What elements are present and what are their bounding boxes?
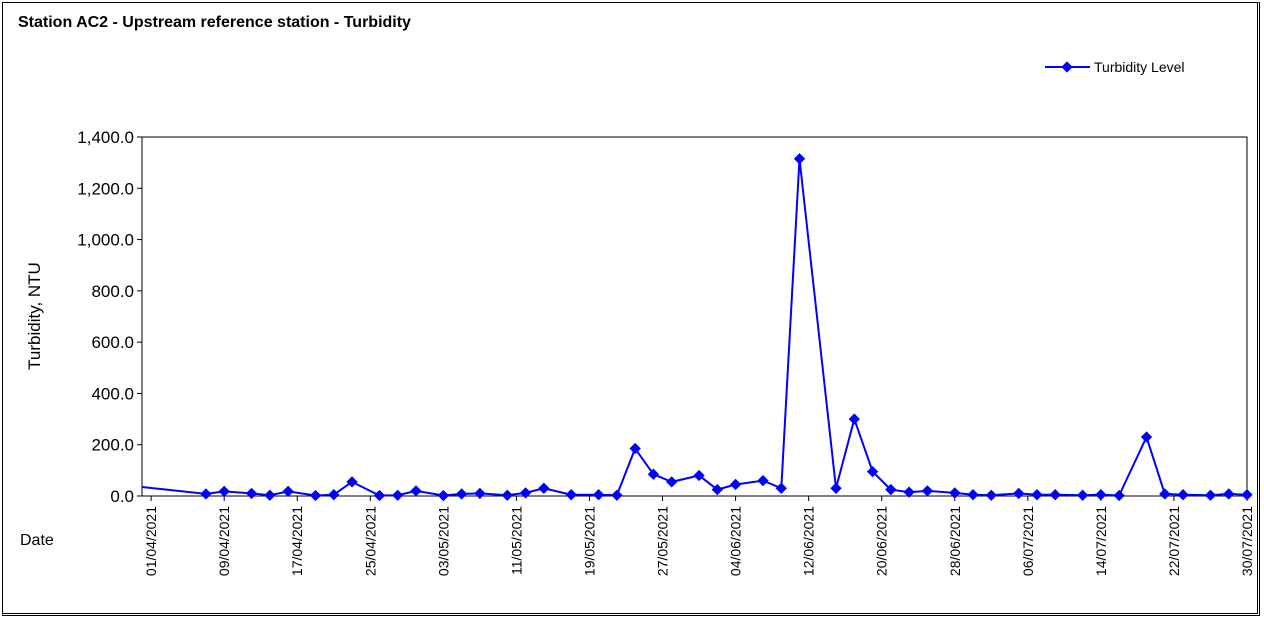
x-tick-label: 11/05/2021 (508, 506, 524, 575)
x-tick-label: 25/04/2021 (362, 506, 378, 576)
data-point-marker (1031, 489, 1043, 501)
y-tick-label: 0.0 (110, 487, 134, 506)
data-point-marker (309, 489, 322, 502)
data-point-marker (1241, 489, 1253, 501)
data-point-marker (885, 483, 897, 496)
data-point-marker (392, 489, 404, 501)
data-point-marker (903, 486, 915, 498)
data-point-marker (629, 442, 641, 455)
data-point-marker (200, 488, 212, 500)
plot-area (141, 136, 1248, 497)
data-point-marker (775, 482, 787, 494)
data-point-marker (1204, 489, 1217, 501)
legend: Turbidity Level (1045, 59, 1185, 75)
data-point-marker (519, 487, 532, 499)
x-tick-label: 06/07/2021 (1020, 506, 1036, 576)
data-point-marker (647, 468, 660, 480)
x-tick-label: 27/05/2021 (655, 506, 671, 576)
data-point-marker (1049, 489, 1061, 501)
data-point-marker (729, 478, 742, 491)
data-point-marker (1159, 488, 1171, 500)
x-tick-label: 12/06/2021 (801, 506, 817, 576)
y-tick-label: 200.0 (91, 436, 134, 455)
x-tick-label: 28/06/2021 (947, 506, 963, 576)
data-point-marker (848, 413, 860, 425)
data-point-marker (949, 487, 961, 499)
data-point-marker (474, 487, 486, 500)
data-point-marker (1076, 489, 1089, 501)
x-tick-label: 22/07/2021 (1166, 506, 1182, 576)
data-point-marker (282, 485, 294, 498)
data-point-marker (592, 489, 605, 501)
x-tick-label: 20/06/2021 (874, 506, 890, 576)
data-point-marker (711, 483, 723, 496)
data-point-marker (866, 465, 879, 478)
data-point-marker (245, 487, 258, 500)
data-point-marker (373, 489, 386, 502)
x-tick-label: 04/06/2021 (728, 506, 744, 576)
data-point-marker (565, 489, 577, 501)
data-point-marker (264, 489, 276, 501)
data-point-marker (666, 476, 678, 488)
y-tick-label: 1,000.0 (77, 231, 134, 250)
data-point-marker (793, 153, 806, 165)
data-point-marker (830, 482, 842, 494)
y-axis-label: Turbidity, NTU (25, 262, 44, 370)
legend-marker (1061, 61, 1073, 73)
data-point-marker (410, 485, 422, 497)
y-tick-label: 600.0 (91, 333, 134, 352)
x-tick-label: 03/05/2021 (435, 506, 451, 576)
x-axis-label: Date (20, 532, 54, 549)
x-tick-label: 09/04/2021 (216, 506, 232, 576)
y-axis: 0.0 200.0 400.0 600.0 800.0 1,000.0 1,200.0 1,4… (77, 128, 142, 506)
data-point-marker (611, 489, 623, 501)
data-point-marker (501, 489, 513, 501)
data-point-marker (455, 488, 468, 500)
x-axis: 01/04/2021 09/04/2021 17/04/2021 25/04/2021… (143, 496, 1255, 576)
legend-label: Turbidity Level (1094, 59, 1185, 75)
data-point-marker (1177, 489, 1189, 501)
y-tick-label: 1,400.0 (77, 128, 134, 147)
data-point-marker (1140, 431, 1153, 443)
data-point-marker (1113, 489, 1125, 502)
y-tick-label: 1,200.0 (77, 179, 134, 198)
data-point-marker (921, 485, 934, 497)
data-point-marker (1013, 487, 1025, 500)
data-point-marker (985, 489, 997, 501)
data-point-marker (967, 489, 979, 501)
x-tick-label: 14/07/2021 (1093, 506, 1109, 576)
x-tick-label: 17/04/2021 (289, 506, 305, 576)
data-point-marker (346, 476, 358, 488)
y-tick-label: 400.0 (91, 384, 134, 403)
data-point-marker (218, 485, 230, 498)
data-point-marker (757, 474, 769, 487)
x-tick-label: 01/04/2021 (143, 506, 159, 576)
y-tick-label: 800.0 (91, 282, 134, 301)
data-point-marker (437, 489, 450, 502)
data-point-marker (328, 489, 340, 501)
data-point-marker (693, 469, 705, 482)
x-tick-label: 30/07/2021 (1239, 506, 1255, 576)
data-point-marker (1223, 488, 1235, 500)
chart-title: Station AC2 - Upstream reference station… (18, 14, 411, 31)
series-group (141, 153, 1253, 502)
x-tick-label: 19/05/2021 (581, 506, 597, 576)
data-point-marker (1095, 489, 1107, 501)
data-point-marker (538, 482, 550, 494)
